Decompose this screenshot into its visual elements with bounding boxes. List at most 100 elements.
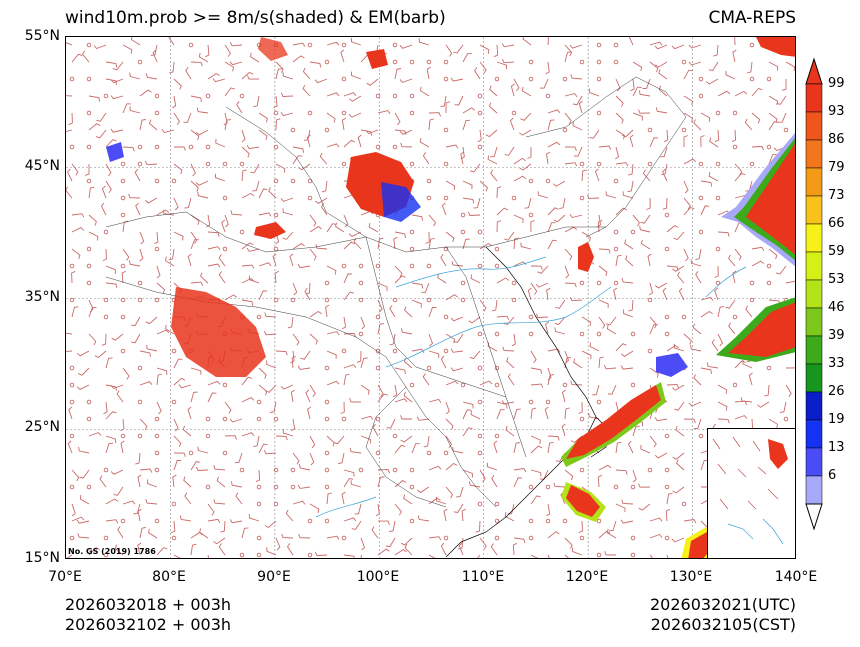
calm-wind-marker <box>273 467 279 473</box>
wind-barb <box>672 265 685 272</box>
wind-barb <box>555 299 566 309</box>
wind-barb <box>241 432 255 437</box>
wind-barb <box>586 194 600 199</box>
lon-tick: 90°E <box>257 569 291 585</box>
wind-barb <box>539 78 549 89</box>
calm-wind-marker <box>613 178 619 184</box>
wind-barb <box>95 129 107 139</box>
wind-barb <box>621 350 634 357</box>
calm-wind-marker <box>460 382 466 388</box>
wind-barb <box>129 72 141 80</box>
wind-barb <box>671 537 685 543</box>
calm-wind-marker <box>154 433 160 439</box>
wind-barb <box>156 329 170 335</box>
wind-barb <box>241 277 255 284</box>
wind-barb <box>561 389 566 403</box>
wind-barb <box>253 95 260 108</box>
wind-barb <box>521 86 532 97</box>
wind-barb <box>757 401 770 408</box>
calm-wind-marker <box>205 144 211 150</box>
wind-barb <box>221 219 226 233</box>
wind-barb <box>519 163 532 171</box>
wind-barb <box>546 503 551 517</box>
wind-barb <box>213 465 226 471</box>
colorbar-segment <box>805 447 823 477</box>
wind-barb <box>265 384 277 393</box>
wind-barb <box>275 537 281 551</box>
wind-barb <box>399 78 413 83</box>
wind-barb <box>343 241 356 250</box>
calm-wind-marker <box>324 127 330 133</box>
calm-wind-marker <box>630 331 636 337</box>
wind-barb <box>130 37 141 46</box>
calm-wind-marker <box>137 161 143 167</box>
wind-barb <box>693 119 702 131</box>
valid-times: 2026032021(UTC) 2026032105(CST) <box>650 595 796 635</box>
calm-wind-marker <box>664 212 670 218</box>
calm-wind-marker <box>443 535 449 541</box>
wind-barb <box>183 112 192 123</box>
calm-wind-marker <box>630 484 636 490</box>
calm-wind-marker <box>273 110 279 116</box>
calm-wind-marker <box>698 195 704 201</box>
calm-wind-marker <box>239 229 245 235</box>
wind-barb <box>683 206 695 216</box>
calm-wind-marker <box>732 110 738 116</box>
wind-barb <box>241 527 249 539</box>
calm-wind-marker <box>477 110 483 116</box>
wind-barb <box>666 384 680 389</box>
wind-barb <box>110 95 124 100</box>
wind-barb <box>428 214 437 227</box>
wind-barb <box>530 350 537 364</box>
wind-barb <box>100 202 107 216</box>
wind-barb <box>666 265 679 271</box>
calm-wind-marker <box>86 42 92 48</box>
wind-barb <box>190 543 197 556</box>
calm-wind-marker <box>358 297 364 303</box>
calm-wind-marker <box>766 365 772 371</box>
wind-barb <box>207 246 221 251</box>
colorbar-segment <box>805 363 823 393</box>
wind-barb <box>662 168 668 182</box>
wind-barb <box>700 296 714 301</box>
colorbar-segments <box>805 83 823 505</box>
wind-barb <box>479 380 493 386</box>
wind-barb <box>462 197 475 204</box>
wind-barb <box>597 474 603 488</box>
wind-barb <box>154 231 159 245</box>
calm-wind-marker <box>86 178 92 184</box>
wind-barb <box>101 185 107 199</box>
calm-wind-marker <box>409 110 415 116</box>
wind-barb <box>111 333 124 341</box>
calm-wind-marker <box>443 76 449 82</box>
wind-barb <box>624 239 634 250</box>
wind-barb <box>537 265 549 274</box>
calm-wind-marker <box>69 382 75 388</box>
colorbar-top-arrow <box>805 58 823 85</box>
wind-barb <box>76 519 90 524</box>
wind-barb <box>168 61 175 74</box>
wind-barb <box>179 515 192 522</box>
calm-wind-marker <box>290 484 296 490</box>
wind-barb <box>67 168 73 182</box>
wind-barb <box>479 180 489 192</box>
wind-barb <box>606 324 617 335</box>
calm-wind-marker <box>154 416 160 422</box>
wind-barb <box>66 350 73 352</box>
wind-barb <box>513 442 521 454</box>
calm-wind-marker <box>392 42 398 48</box>
calm-wind-marker <box>477 501 483 507</box>
wind-barb <box>229 519 243 524</box>
map-canvas[interactable] <box>65 36 796 559</box>
wind-barb <box>241 192 255 199</box>
calm-wind-marker <box>205 161 211 167</box>
wind-barb <box>530 282 538 295</box>
wind-barb <box>105 384 118 391</box>
wind-barb <box>443 508 448 522</box>
wind-barb <box>400 142 413 148</box>
wind-barb <box>553 180 566 187</box>
wind-barb <box>496 401 508 409</box>
wind-barb <box>441 202 447 216</box>
wind-barb <box>139 350 151 357</box>
wind-barb <box>638 109 651 114</box>
